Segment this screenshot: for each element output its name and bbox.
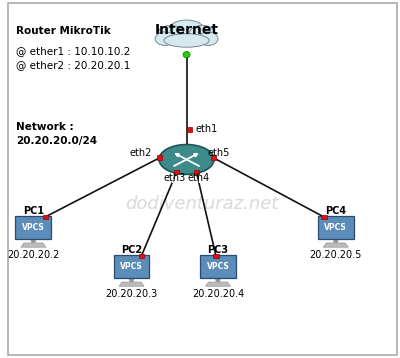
Text: eth4: eth4 <box>187 173 210 183</box>
FancyBboxPatch shape <box>187 127 192 132</box>
Ellipse shape <box>169 20 204 40</box>
Polygon shape <box>205 282 230 286</box>
Polygon shape <box>128 277 135 282</box>
Text: PC1: PC1 <box>23 205 44 216</box>
Text: PC3: PC3 <box>207 245 228 255</box>
Text: VPCS: VPCS <box>120 262 143 271</box>
FancyBboxPatch shape <box>194 170 199 174</box>
FancyBboxPatch shape <box>16 216 51 239</box>
Text: VPCS: VPCS <box>324 223 347 232</box>
Text: 20.20.20.0/24: 20.20.20.0/24 <box>16 136 97 146</box>
FancyBboxPatch shape <box>214 254 218 258</box>
Ellipse shape <box>164 34 209 47</box>
FancyBboxPatch shape <box>322 215 326 219</box>
Text: eth2: eth2 <box>129 149 151 159</box>
Text: 20.20.20.3: 20.20.20.3 <box>106 289 158 299</box>
Text: eth5: eth5 <box>208 149 230 159</box>
FancyBboxPatch shape <box>114 255 150 278</box>
Text: 20.20.20.5: 20.20.20.5 <box>310 250 362 260</box>
Ellipse shape <box>198 32 218 45</box>
Text: dodiventuraz.net: dodiventuraz.net <box>126 195 279 213</box>
FancyBboxPatch shape <box>211 155 216 160</box>
Text: eth1: eth1 <box>195 124 218 134</box>
Text: 20.20.20.2: 20.20.20.2 <box>7 250 60 260</box>
Ellipse shape <box>155 32 175 45</box>
Text: eth3: eth3 <box>164 173 186 183</box>
Polygon shape <box>119 282 144 286</box>
FancyBboxPatch shape <box>174 170 179 174</box>
Text: PC4: PC4 <box>325 205 346 216</box>
Polygon shape <box>215 277 221 282</box>
Text: VPCS: VPCS <box>22 223 45 232</box>
Text: @ ether1 : 10.10.10.2: @ ether1 : 10.10.10.2 <box>16 46 130 56</box>
Polygon shape <box>323 243 348 247</box>
Text: 20.20.20.4: 20.20.20.4 <box>192 289 244 299</box>
Ellipse shape <box>190 25 215 42</box>
Polygon shape <box>30 238 36 243</box>
Polygon shape <box>21 243 46 247</box>
Text: Network :: Network : <box>16 122 73 132</box>
FancyBboxPatch shape <box>318 216 354 239</box>
Text: @ ether2 : 20.20.20.1: @ ether2 : 20.20.20.1 <box>16 60 130 70</box>
Text: PC2: PC2 <box>121 245 142 255</box>
Polygon shape <box>333 238 339 243</box>
Ellipse shape <box>158 25 184 42</box>
Circle shape <box>183 52 190 58</box>
FancyBboxPatch shape <box>139 254 144 258</box>
Text: Router MikroTik: Router MikroTik <box>16 26 110 36</box>
FancyBboxPatch shape <box>200 255 236 278</box>
Text: Router: Router <box>170 176 203 185</box>
Text: Internet: Internet <box>154 23 218 37</box>
Text: VPCS: VPCS <box>206 262 229 271</box>
Ellipse shape <box>159 145 214 174</box>
FancyBboxPatch shape <box>42 215 48 219</box>
FancyBboxPatch shape <box>157 155 162 160</box>
